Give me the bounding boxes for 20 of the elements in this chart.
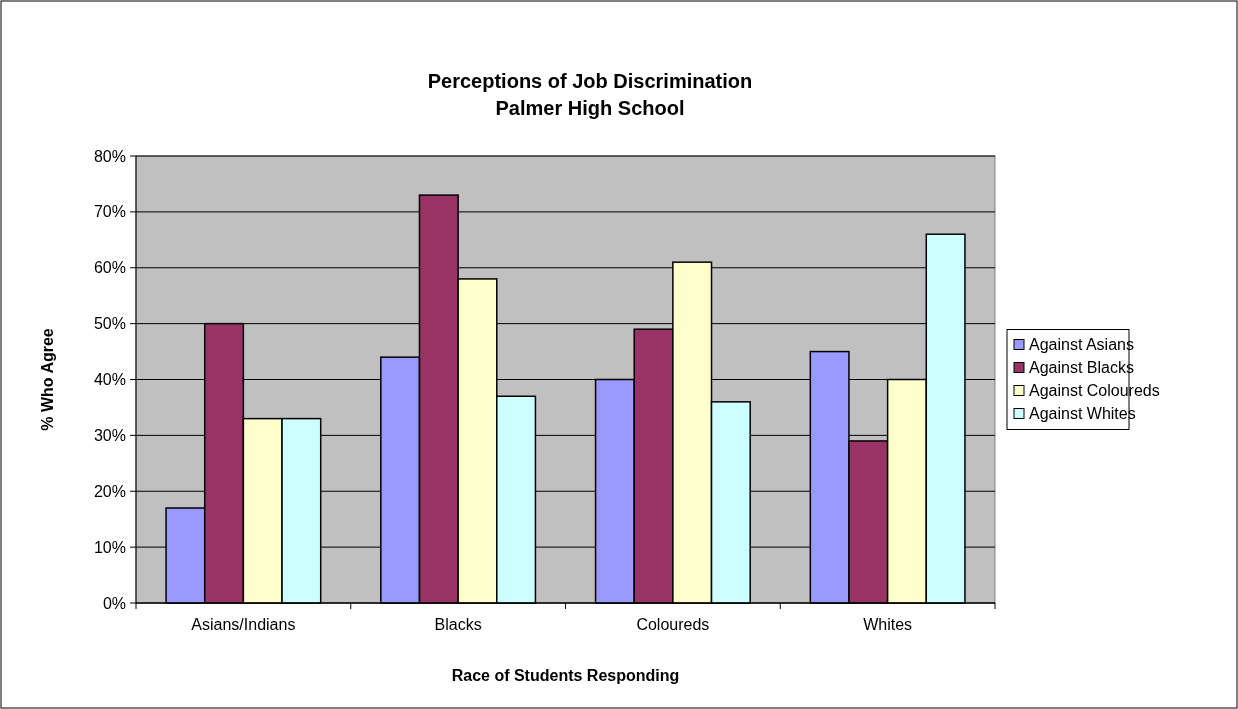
y-tick-label: 0% <box>102 594 126 612</box>
y-tick-label: 30% <box>93 426 126 444</box>
x-tick-label: Whites <box>863 616 913 633</box>
x-tick-label: Asians/Indians <box>191 616 296 633</box>
y-tick-label: 70% <box>93 203 126 221</box>
y-tick-label: 20% <box>93 482 126 500</box>
y-tick-label: 10% <box>93 538 126 556</box>
x-tick-label: Coloureds <box>636 616 710 633</box>
y-axis-title: % Who Agree <box>39 328 56 431</box>
x-tick-label: Blacks <box>434 616 482 633</box>
x-axis-title: Race of Students Responding <box>451 667 680 684</box>
legend-label: Against Asians <box>1029 336 1134 354</box>
y-tick-label: 40% <box>93 371 126 389</box>
legend-label: Against Whites <box>1029 405 1136 423</box>
legend-label: Against Blacks <box>1029 359 1134 377</box>
chart-title: Perceptions of Job Discrimination Palmer High School <box>427 70 753 119</box>
y-tick-label: 50% <box>93 315 126 333</box>
legend-label: Against Coloureds <box>1029 382 1160 400</box>
y-tick-label: 60% <box>93 259 126 277</box>
y-tick-label: 80% <box>93 147 126 165</box>
